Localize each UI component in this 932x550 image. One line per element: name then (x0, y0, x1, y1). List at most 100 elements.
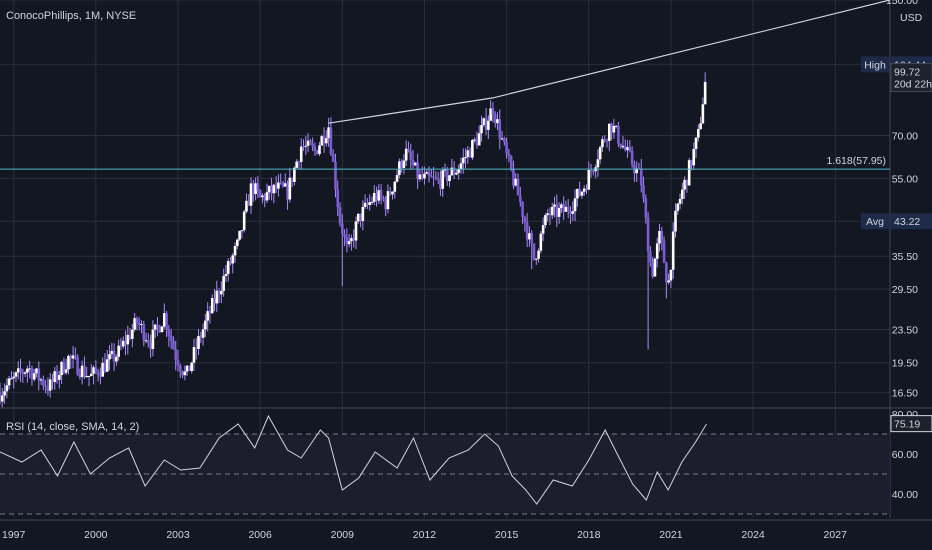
y-tick-label: 23.50 (892, 325, 918, 337)
candle-body (512, 169, 515, 186)
fib-level-label: 1.618(57.95) (826, 155, 886, 167)
candle-body (482, 118, 486, 126)
y-tick-label: 29.50 (892, 284, 918, 296)
candle-body (21, 372, 25, 374)
candle-body (46, 386, 50, 391)
candle-body (528, 233, 531, 240)
candle-body (592, 170, 595, 172)
candle-body (42, 379, 45, 386)
candle-body (74, 355, 77, 357)
candle-body (167, 329, 171, 336)
candle-body (197, 335, 200, 349)
candle-body (491, 108, 495, 115)
candle-body (51, 379, 54, 382)
candle-body (658, 230, 661, 244)
candle-body (628, 147, 632, 151)
candle-body (224, 274, 228, 277)
candle-body (653, 258, 657, 277)
candle-body (578, 188, 581, 196)
candle-body (302, 146, 305, 148)
candle-body (617, 125, 620, 144)
candle-body (471, 139, 474, 158)
candle-body (587, 170, 591, 190)
candle-body (128, 334, 132, 339)
candle-body (286, 183, 289, 200)
candle-body (350, 238, 353, 242)
candle-body (414, 162, 417, 166)
candle-body (585, 188, 588, 190)
candle-body (28, 368, 31, 370)
candle-body (147, 340, 150, 343)
candle-body (172, 340, 175, 350)
candle-body (480, 125, 483, 134)
candle-body (265, 192, 269, 201)
candle-body (562, 204, 565, 212)
y-tick-label: 19.50 (892, 358, 918, 370)
candle-body (299, 146, 303, 162)
candle-body (642, 185, 645, 199)
candle-body (626, 147, 629, 151)
x-tick-label: 2027 (824, 529, 848, 541)
candle-body (384, 199, 387, 210)
x-tick-label: 2000 (84, 529, 108, 541)
candle-body (660, 230, 664, 241)
candle-body (459, 163, 463, 170)
candle-body (461, 157, 465, 164)
candle-body (596, 159, 600, 168)
x-tick-label: 2009 (331, 529, 355, 541)
candle-body (676, 203, 680, 211)
candle-body (304, 145, 308, 147)
candle-body (532, 243, 536, 260)
candle-body (176, 359, 180, 366)
candle-body (614, 125, 618, 127)
candle-body (655, 243, 659, 259)
candle-body (623, 145, 627, 151)
x-tick-label: 1997 (2, 529, 26, 541)
candle-body (521, 201, 524, 218)
candle-body (71, 355, 75, 359)
candle-body (452, 167, 456, 175)
candle-body (131, 329, 134, 339)
currency-label: USD (900, 12, 923, 24)
candle-body (178, 365, 182, 372)
candle-body (236, 239, 239, 246)
rsi-line (0, 414, 707, 505)
candle-body (215, 290, 219, 304)
candle-body (662, 240, 666, 263)
candle-body (16, 368, 20, 373)
candle-body (546, 213, 549, 216)
candle-body (525, 222, 529, 240)
avg-tag-value-bg (891, 213, 932, 230)
candle-body (261, 195, 264, 198)
candle-body (222, 276, 225, 291)
candle-body (270, 185, 273, 194)
candle-body (665, 262, 668, 283)
candle-body (448, 175, 451, 182)
candle-body (692, 148, 696, 166)
candle-body (687, 160, 691, 186)
candle-body (487, 120, 490, 130)
candle-body (158, 326, 162, 333)
candle-body (313, 146, 317, 151)
rsi-current-value: 75.19 (894, 419, 920, 431)
candle-body (473, 139, 476, 141)
candle-body (92, 367, 95, 374)
candle-body (411, 160, 415, 166)
candle-body (334, 161, 337, 190)
y-tick-label: 16.50 (892, 387, 918, 399)
candle-body (496, 119, 499, 124)
candle-body (610, 123, 613, 133)
candle-body (288, 177, 292, 200)
candle-body (466, 150, 470, 158)
candle-body (550, 206, 554, 216)
candle-body (149, 342, 152, 349)
candle-body (336, 189, 340, 208)
candle-body (53, 371, 57, 382)
candle-body (208, 311, 212, 314)
candle-body (274, 184, 278, 189)
x-tick-label: 2012 (413, 529, 437, 541)
candle-body (318, 145, 321, 154)
candle-body (671, 231, 675, 270)
candle-body (290, 177, 294, 182)
